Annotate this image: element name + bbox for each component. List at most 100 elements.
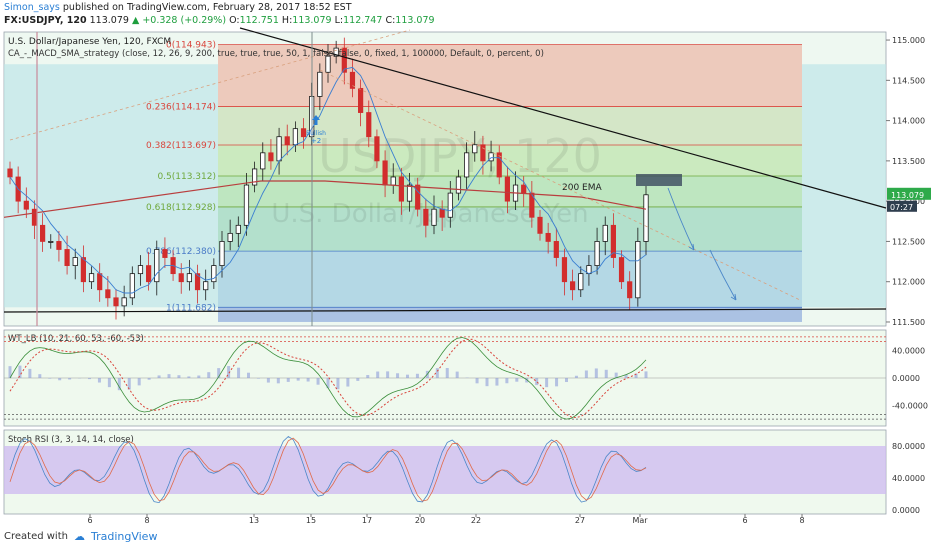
fib-zone [218, 145, 802, 177]
x-tick-label: 27 [575, 516, 585, 525]
wt-histogram-bar [38, 374, 42, 378]
candle-body [203, 281, 209, 291]
low-value: 112.747 [343, 15, 383, 26]
wt-histogram-bar [247, 372, 250, 378]
wt-histogram-bar [197, 375, 201, 378]
candle-body [227, 232, 233, 242]
wt-y-tick-label: 40.0000 [892, 347, 925, 356]
candle-body [194, 273, 201, 291]
wt-histogram-bar [167, 374, 171, 378]
candle-body [252, 168, 258, 186]
wt-histogram-bar [366, 375, 370, 378]
y-tick-label: 115.000 [892, 36, 925, 45]
candle-body [455, 176, 462, 194]
strategy-title: CA_-_MACD_SMA_strategy (close, 12, 26, 9… [8, 49, 544, 59]
candle-body [23, 200, 29, 210]
x-tick-label: 8 [144, 516, 149, 525]
publish-info: published on TradingView.com, February 2… [62, 2, 352, 13]
wt-histogram-bar [187, 376, 191, 378]
candle-body [447, 192, 453, 218]
wt-histogram-bar [485, 378, 489, 387]
candle-body [88, 273, 95, 283]
fib-level-label: 0.618(112.928) [146, 203, 216, 213]
candle-body [488, 152, 494, 162]
candle-body [219, 241, 225, 266]
stoch-pane-title: Stoch RSI (3, 3, 14, 14, close) [8, 435, 134, 445]
wt-histogram-bar [545, 378, 549, 388]
wt-histogram-bar [157, 375, 161, 378]
cloud-logo-icon: ☁ [73, 530, 85, 543]
candle-body [472, 144, 478, 154]
x-tick-label: 8 [799, 516, 804, 525]
candle-body [349, 71, 356, 89]
candle-body [578, 273, 584, 291]
wt-histogram-bar [58, 378, 62, 381]
wt-histogram-bar [177, 375, 181, 378]
x-tick-label: 6 [742, 516, 747, 525]
wt-histogram-bar [296, 378, 300, 381]
candle-body [610, 224, 616, 258]
wt-y-tick-label: 0.0000 [892, 374, 920, 383]
candle-body [496, 152, 502, 178]
wt-histogram-bar [614, 372, 618, 378]
left-teal-zone [4, 64, 218, 308]
wt-histogram-bar [8, 366, 12, 378]
candle-body [105, 289, 111, 299]
fib-level-label: 0.382(113.697) [146, 141, 216, 151]
stoch-y-tick-label: 0.0000 [892, 506, 920, 515]
fib-zone [218, 106, 802, 146]
wt-histogram-bar [117, 378, 121, 391]
candle-body [431, 208, 437, 226]
wt-histogram-bar [396, 373, 400, 378]
author-link[interactable]: Simon_says [4, 2, 60, 13]
candle-body [121, 297, 127, 307]
candle-body [602, 224, 608, 242]
candle-body [358, 87, 364, 113]
candle-body [284, 136, 290, 146]
wt-histogram-bar [88, 378, 91, 380]
symbol-name[interactable]: FX:USDJPY, 120 [4, 15, 87, 26]
candle-body [374, 136, 380, 162]
high-value: 113.079 [292, 15, 332, 26]
wt-histogram-bar [594, 368, 598, 378]
wt-histogram-bar [276, 378, 280, 384]
candle-body [7, 168, 13, 178]
candle-body [56, 241, 62, 250]
wt-histogram-bar [227, 366, 231, 378]
candle-body [390, 176, 396, 186]
wt-histogram-bar [107, 378, 111, 388]
dotted-channel-line [319, 69, 801, 301]
candle-body [97, 273, 103, 291]
y-tick-label: 111.500 [892, 318, 925, 327]
watermark-name: U.S. Dollar/Japanese Yen [271, 199, 588, 229]
candle-body [300, 128, 307, 138]
tradingview-brand[interactable]: TradingView [90, 530, 158, 543]
fib-level-label: 0(114.943) [166, 41, 216, 51]
wt-histogram-bar [266, 378, 270, 383]
projection-arrows [667, 187, 737, 301]
candle-body [415, 184, 421, 210]
candle-body [268, 152, 274, 162]
candle-body [72, 257, 78, 266]
wt-histogram-bar [28, 368, 32, 378]
stoch-band [4, 446, 886, 494]
candle-body [553, 241, 559, 258]
candle-body [480, 144, 486, 162]
y-tick-label: 114.000 [892, 117, 925, 126]
wt-histogram-bar [634, 373, 638, 378]
candle-body [504, 176, 510, 202]
candle-body [618, 257, 625, 283]
wt-histogram-bar [127, 378, 131, 390]
annotation-box [636, 174, 682, 186]
wt-histogram-bar [207, 372, 211, 378]
wt-histogram-bar [137, 378, 141, 386]
candle-body [243, 184, 250, 226]
candle-body [154, 249, 160, 283]
ma-fast-line [9, 66, 647, 294]
candle-body [317, 71, 323, 97]
candle-body [186, 273, 192, 283]
wt-histogram-bar [584, 370, 588, 378]
candle-body [292, 128, 298, 146]
wt-histogram-bar [475, 378, 479, 384]
